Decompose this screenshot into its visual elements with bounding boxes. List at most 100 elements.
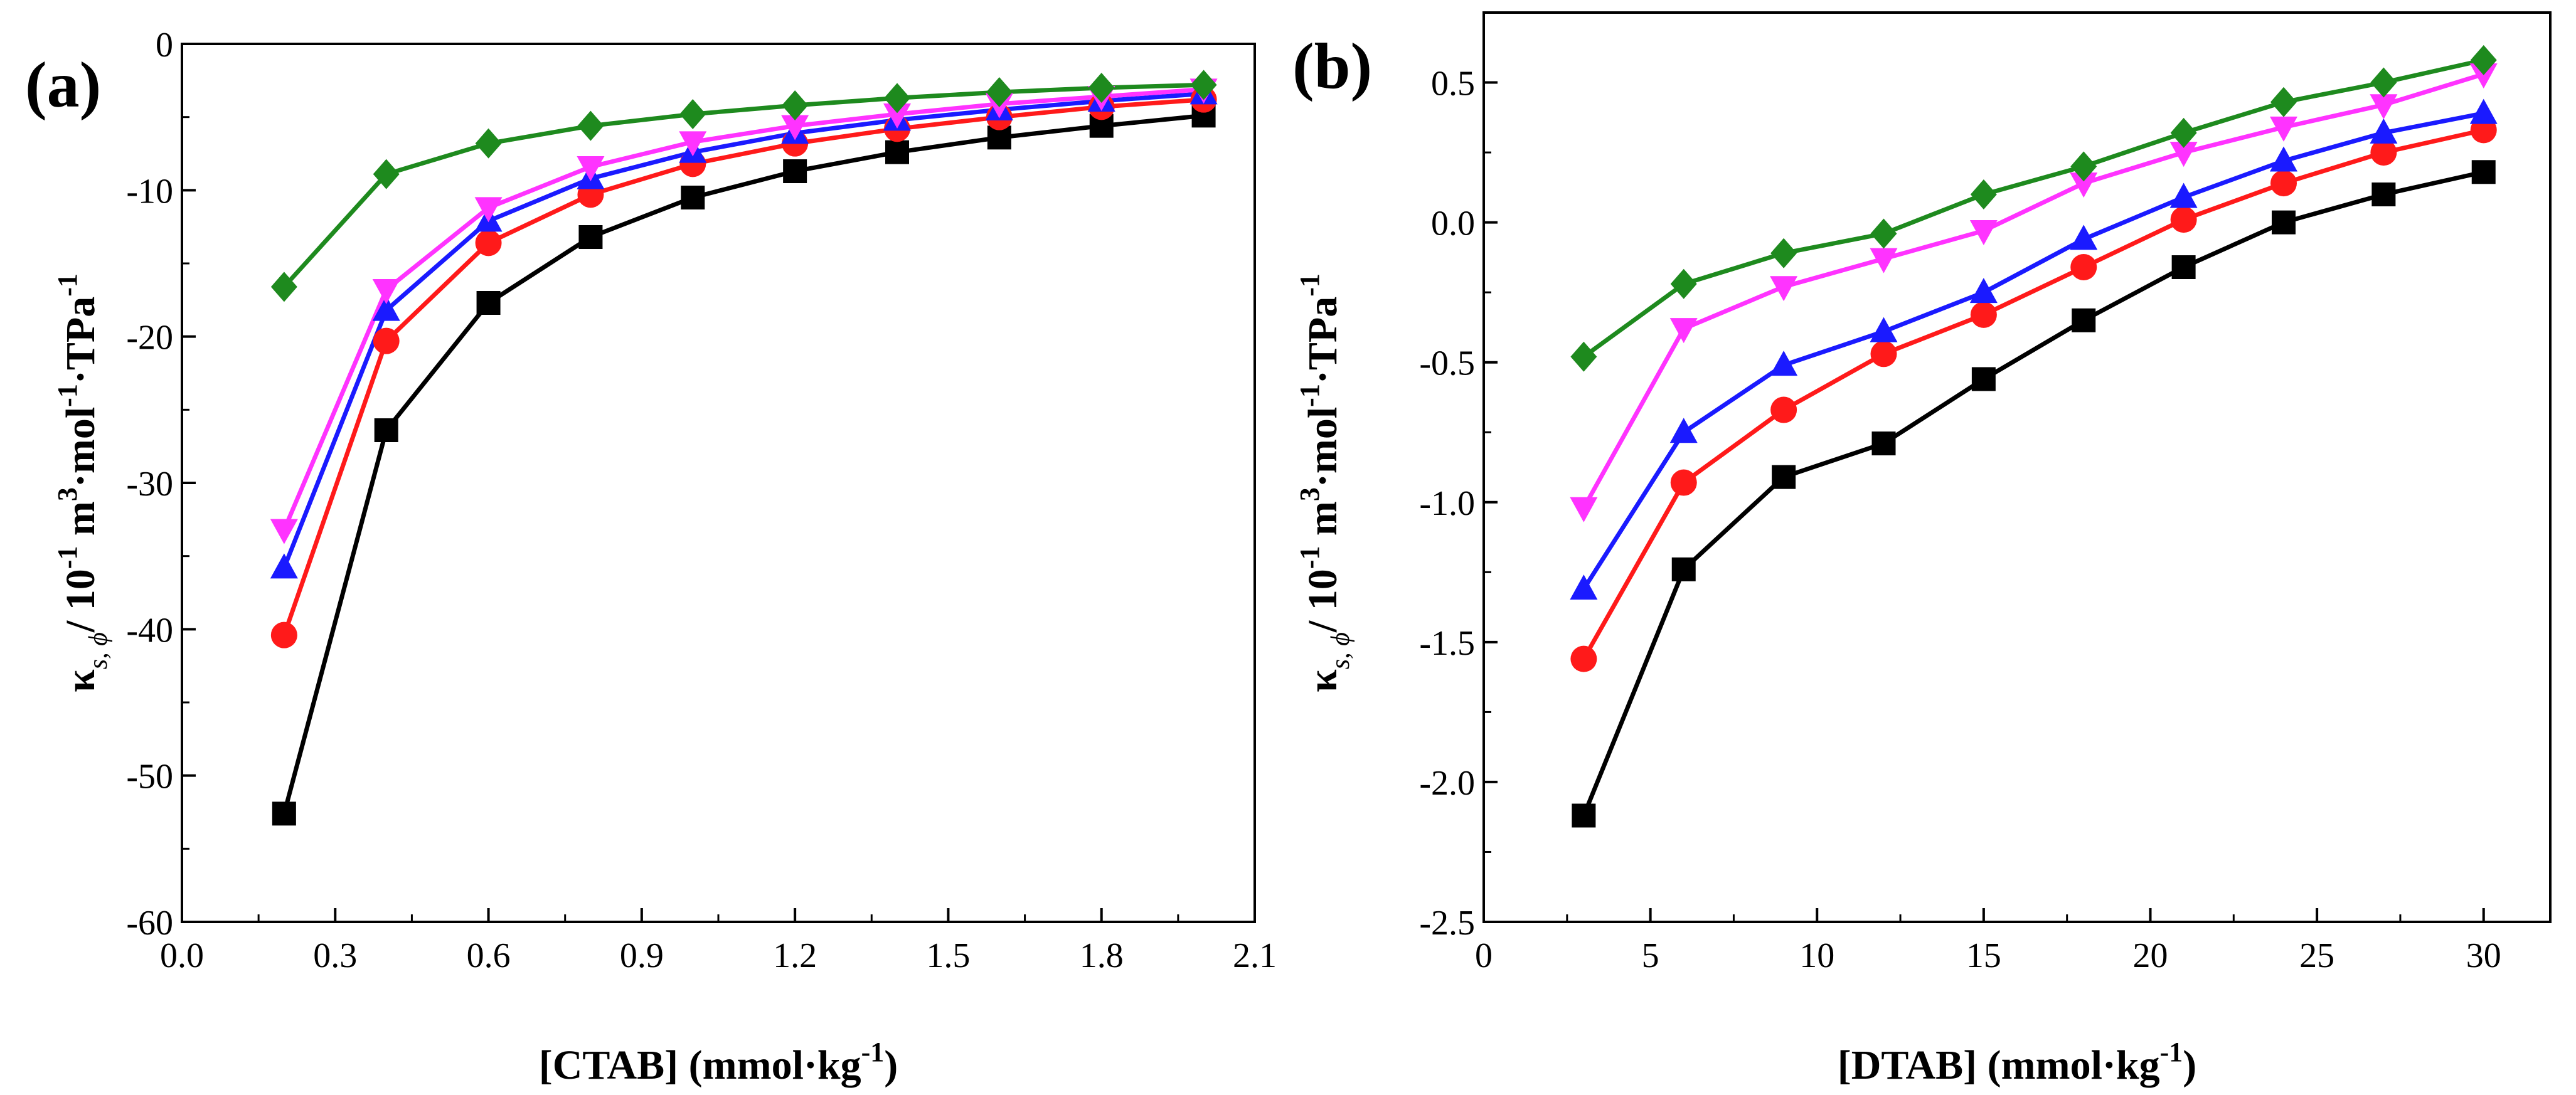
b-series-0-point (2471, 160, 2496, 184)
b-series-2-point (1870, 317, 1898, 342)
panel-b-x-ticks: 0 5 10 15 20 25 30 (1475, 908, 2501, 975)
b-x-tick-label: 20 (2133, 936, 2168, 975)
b-series-2-point (2070, 225, 2098, 250)
b-y-tick-label: -1.5 (1419, 624, 1475, 663)
panel-b-label: (b) (1292, 30, 1372, 102)
a-series-0-point (681, 186, 705, 209)
a-x-tick-label: 1.8 (1080, 936, 1124, 975)
a-series-0-point (783, 159, 807, 183)
b-series-3-point (1570, 497, 1598, 522)
panel-b-frame (1482, 11, 2552, 923)
b-series-2-point (1669, 418, 1698, 443)
a-series-4-point (475, 128, 502, 159)
b-series-1-point (1670, 469, 1697, 496)
panel-a-series (270, 70, 1218, 826)
b-series-4-point (2370, 67, 2397, 98)
b-series-1-point (1570, 645, 1597, 672)
b-x-tick-label: 0 (1475, 936, 1493, 975)
a-series-3-point (474, 197, 503, 223)
b-series-line-2 (1582, 111, 2484, 590)
b-series-3-point (1870, 248, 1898, 273)
b-series-0-point (1772, 465, 1796, 489)
b-series-0-point (1671, 557, 1696, 581)
b-series-1-point (2070, 254, 2097, 280)
a-series-2-point (270, 553, 298, 579)
a-x-tick-label: 0.6 (467, 936, 511, 975)
panel-a-y-axis-title: κs, ϕ/ 10-1 m3·mol-1·TPa-1 (52, 273, 113, 692)
a-series-4-point (373, 159, 400, 189)
b-series-3-point (2169, 142, 2198, 167)
a-series-2-point (372, 295, 400, 321)
b-y-tick-label: -2.5 (1419, 904, 1475, 943)
b-series-3-point (2370, 94, 2398, 120)
panel-b: (b) 0 5 10 15 20 25 30 0.5 0.0 -0.5 -1.0 -1.5 -2.0 -… (1292, 11, 2552, 1088)
a-series-line-0 (282, 113, 1204, 815)
b-series-1-point (1770, 396, 1797, 423)
b-series-4-point (1670, 268, 1697, 299)
b-series-1-point (2270, 170, 2297, 197)
b-y-tick-label: 0.5 (1431, 65, 1475, 103)
b-series-3-point (2469, 63, 2498, 89)
panel-b-y-ticks: 0.5 0.0 -0.5 -1.0 -1.5 -2.0 -2.5 (1419, 65, 1498, 943)
a-series-4-point (782, 90, 809, 120)
a-y-tick-label: -50 (126, 758, 173, 796)
b-series-0-point (2272, 210, 2296, 235)
a-series-1-point (270, 622, 297, 648)
b-x-tick-label: 25 (2299, 936, 2334, 975)
a-series-3-point (679, 131, 707, 157)
a-series-4-point (1088, 73, 1115, 103)
b-series-3-point (1770, 276, 1798, 302)
a-series-3-point (577, 156, 605, 181)
b-series-line-4 (1582, 58, 2484, 359)
panel-b-y-axis-title: κs, ϕ/ 10-1 m3·mol-1·TPa-1 (1294, 273, 1355, 692)
b-series-4-point (2470, 45, 2497, 75)
a-series-line-2 (282, 91, 1204, 569)
b-series-3-point (1969, 220, 1998, 245)
b-x-tick-label: 30 (2466, 936, 2501, 975)
b-series-1-point (1870, 341, 1897, 368)
a-series-3-point (781, 115, 809, 140)
a-x-tick-label: 2.1 (1233, 936, 1277, 975)
b-series-4-point (2270, 87, 2297, 117)
a-series-0-point (272, 801, 296, 826)
a-series-3-point (372, 279, 400, 304)
panel-a-x-axis-title: [CTAB] (mmol·kg-1) (539, 1037, 898, 1088)
b-series-0-point (1871, 431, 1896, 456)
b-series-1-point (2370, 139, 2397, 166)
panel-a: (a) 0.0 0.3 0.6 0.9 1.2 1.5 1.8 2.1 0 -10 -20 -30 -… (25, 26, 1277, 1088)
a-x-tick-label: 1.5 (926, 936, 970, 975)
a-series-4-point (986, 77, 1013, 107)
panel-b-x-axis-title: [DTAB] (mmol·kg-1) (1838, 1037, 2197, 1088)
b-x-tick-label: 10 (1799, 936, 1834, 975)
b-series-0-point (1971, 367, 1996, 391)
b-y-tick-label: -1.0 (1419, 484, 1475, 523)
a-x-tick-label: 0.0 (160, 936, 204, 975)
b-series-2-point (1570, 574, 1598, 600)
b-series-4-point (1970, 179, 1997, 209)
a-series-4-point (679, 99, 706, 129)
b-series-3-point (2270, 116, 2297, 142)
b-x-tick-label: 5 (1642, 936, 1659, 975)
b-y-tick-label: 0.0 (1431, 204, 1475, 243)
b-series-4-point (1570, 341, 1597, 372)
a-series-line-4 (282, 82, 1204, 288)
a-x-tick-label: 0.9 (620, 936, 664, 975)
panel-a-x-ticks: 0.0 0.3 0.6 0.9 1.2 1.5 1.8 2.1 (160, 908, 1277, 975)
a-series-0-point (885, 140, 909, 164)
a-y-tick-label: -40 (126, 611, 173, 650)
b-series-2-point (1969, 278, 1998, 304)
a-series-4-point (577, 110, 604, 141)
panel-a-frame (181, 43, 1256, 923)
a-series-0-point (476, 291, 501, 315)
b-series-1-point (1970, 301, 1997, 328)
b-series-4-point (2170, 117, 2197, 148)
panel-a-label: (a) (25, 49, 101, 121)
b-series-3-point (2070, 172, 2098, 198)
b-series-3-point (1669, 318, 1698, 344)
b-y-tick-label: -0.5 (1419, 344, 1475, 383)
b-series-line-3 (1582, 71, 2484, 509)
b-series-line-1 (1582, 127, 2484, 660)
b-series-0-point (2072, 308, 2096, 332)
a-x-tick-label: 1.2 (773, 936, 817, 975)
